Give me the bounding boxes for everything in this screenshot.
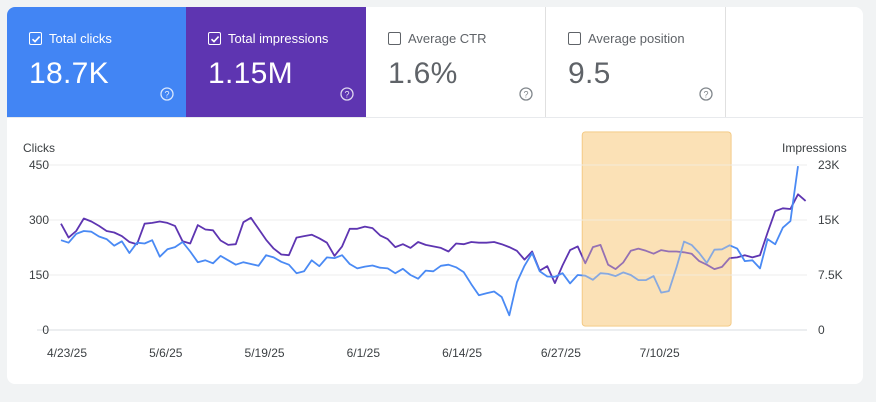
- average-position-header: Average position: [568, 31, 685, 46]
- help-icon[interactable]: ?: [160, 87, 174, 101]
- average-ctr-value: 1.6%: [388, 57, 458, 90]
- total-impressions-checkbox[interactable]: [208, 32, 221, 45]
- highlight-overlay: [582, 132, 732, 326]
- performance-chart: Clicks Impressions 0 150 300 450 0 7.5K 15K 23…: [23, 131, 847, 360]
- right-axis-label: Impressions: [782, 141, 847, 155]
- right-axis-tick: 0: [818, 323, 825, 337]
- x-axis-tick: 5/6/25: [149, 346, 183, 360]
- total-clicks-tile[interactable]: Total clicks 18.7K ?: [7, 7, 186, 117]
- x-axis-tick: 7/10/25: [640, 346, 680, 360]
- total-impressions-label: Total impressions: [228, 31, 329, 46]
- performance-card: Total clicks 18.7K ? Total impressions 1…: [7, 7, 863, 384]
- left-axis-tick: 0: [42, 323, 49, 337]
- average-ctr-tile[interactable]: Average CTR 1.6% ?: [366, 7, 546, 117]
- right-axis-tick: 15K: [818, 213, 839, 227]
- clicks-line: [60, 165, 799, 317]
- checkmark-icon: [210, 35, 219, 43]
- svg-text:?: ?: [703, 89, 708, 99]
- total-clicks-checkbox[interactable]: [29, 32, 42, 45]
- right-axis-tick: 23K: [818, 158, 839, 172]
- average-position-tile[interactable]: Average position 9.5 ?: [546, 7, 726, 117]
- help-icon[interactable]: ?: [519, 87, 533, 101]
- average-ctr-checkbox[interactable]: [388, 32, 401, 45]
- x-axis-tick: 6/14/25: [442, 346, 482, 360]
- highlight-region: [581, 131, 732, 327]
- total-impressions-tile[interactable]: Total impressions 1.15M ?: [186, 7, 366, 117]
- total-clicks-label: Total clicks: [49, 31, 112, 46]
- average-position-checkbox[interactable]: [568, 32, 581, 45]
- right-axis-tick: 7.5K: [818, 268, 843, 282]
- average-position-label: Average position: [588, 31, 685, 46]
- left-axis-label: Clicks: [23, 141, 55, 155]
- x-axis-tick: 6/1/25: [347, 346, 381, 360]
- svg-text:?: ?: [344, 89, 349, 99]
- svg-text:?: ?: [523, 89, 528, 99]
- total-impressions-value: 1.15M: [208, 57, 293, 90]
- average-position-value: 9.5: [568, 57, 611, 90]
- checkmark-icon: [31, 35, 40, 43]
- left-axis-tick: 150: [29, 268, 49, 282]
- total-clicks-header: Total clicks: [29, 31, 112, 46]
- x-axis-tick: 5/19/25: [245, 346, 285, 360]
- divider: [7, 117, 863, 118]
- help-icon[interactable]: ?: [340, 87, 354, 101]
- left-axis-tick: 450: [29, 158, 49, 172]
- svg-text:?: ?: [164, 89, 169, 99]
- average-ctr-label: Average CTR: [408, 31, 487, 46]
- x-axis-tick: 6/27/25: [541, 346, 581, 360]
- total-clicks-value: 18.7K: [29, 57, 109, 90]
- help-icon[interactable]: ?: [699, 87, 713, 101]
- x-axis-tick: 4/23/25: [47, 346, 87, 360]
- total-impressions-header: Total impressions: [208, 31, 328, 46]
- left-axis-tick: 300: [29, 213, 49, 227]
- average-ctr-header: Average CTR: [388, 31, 487, 46]
